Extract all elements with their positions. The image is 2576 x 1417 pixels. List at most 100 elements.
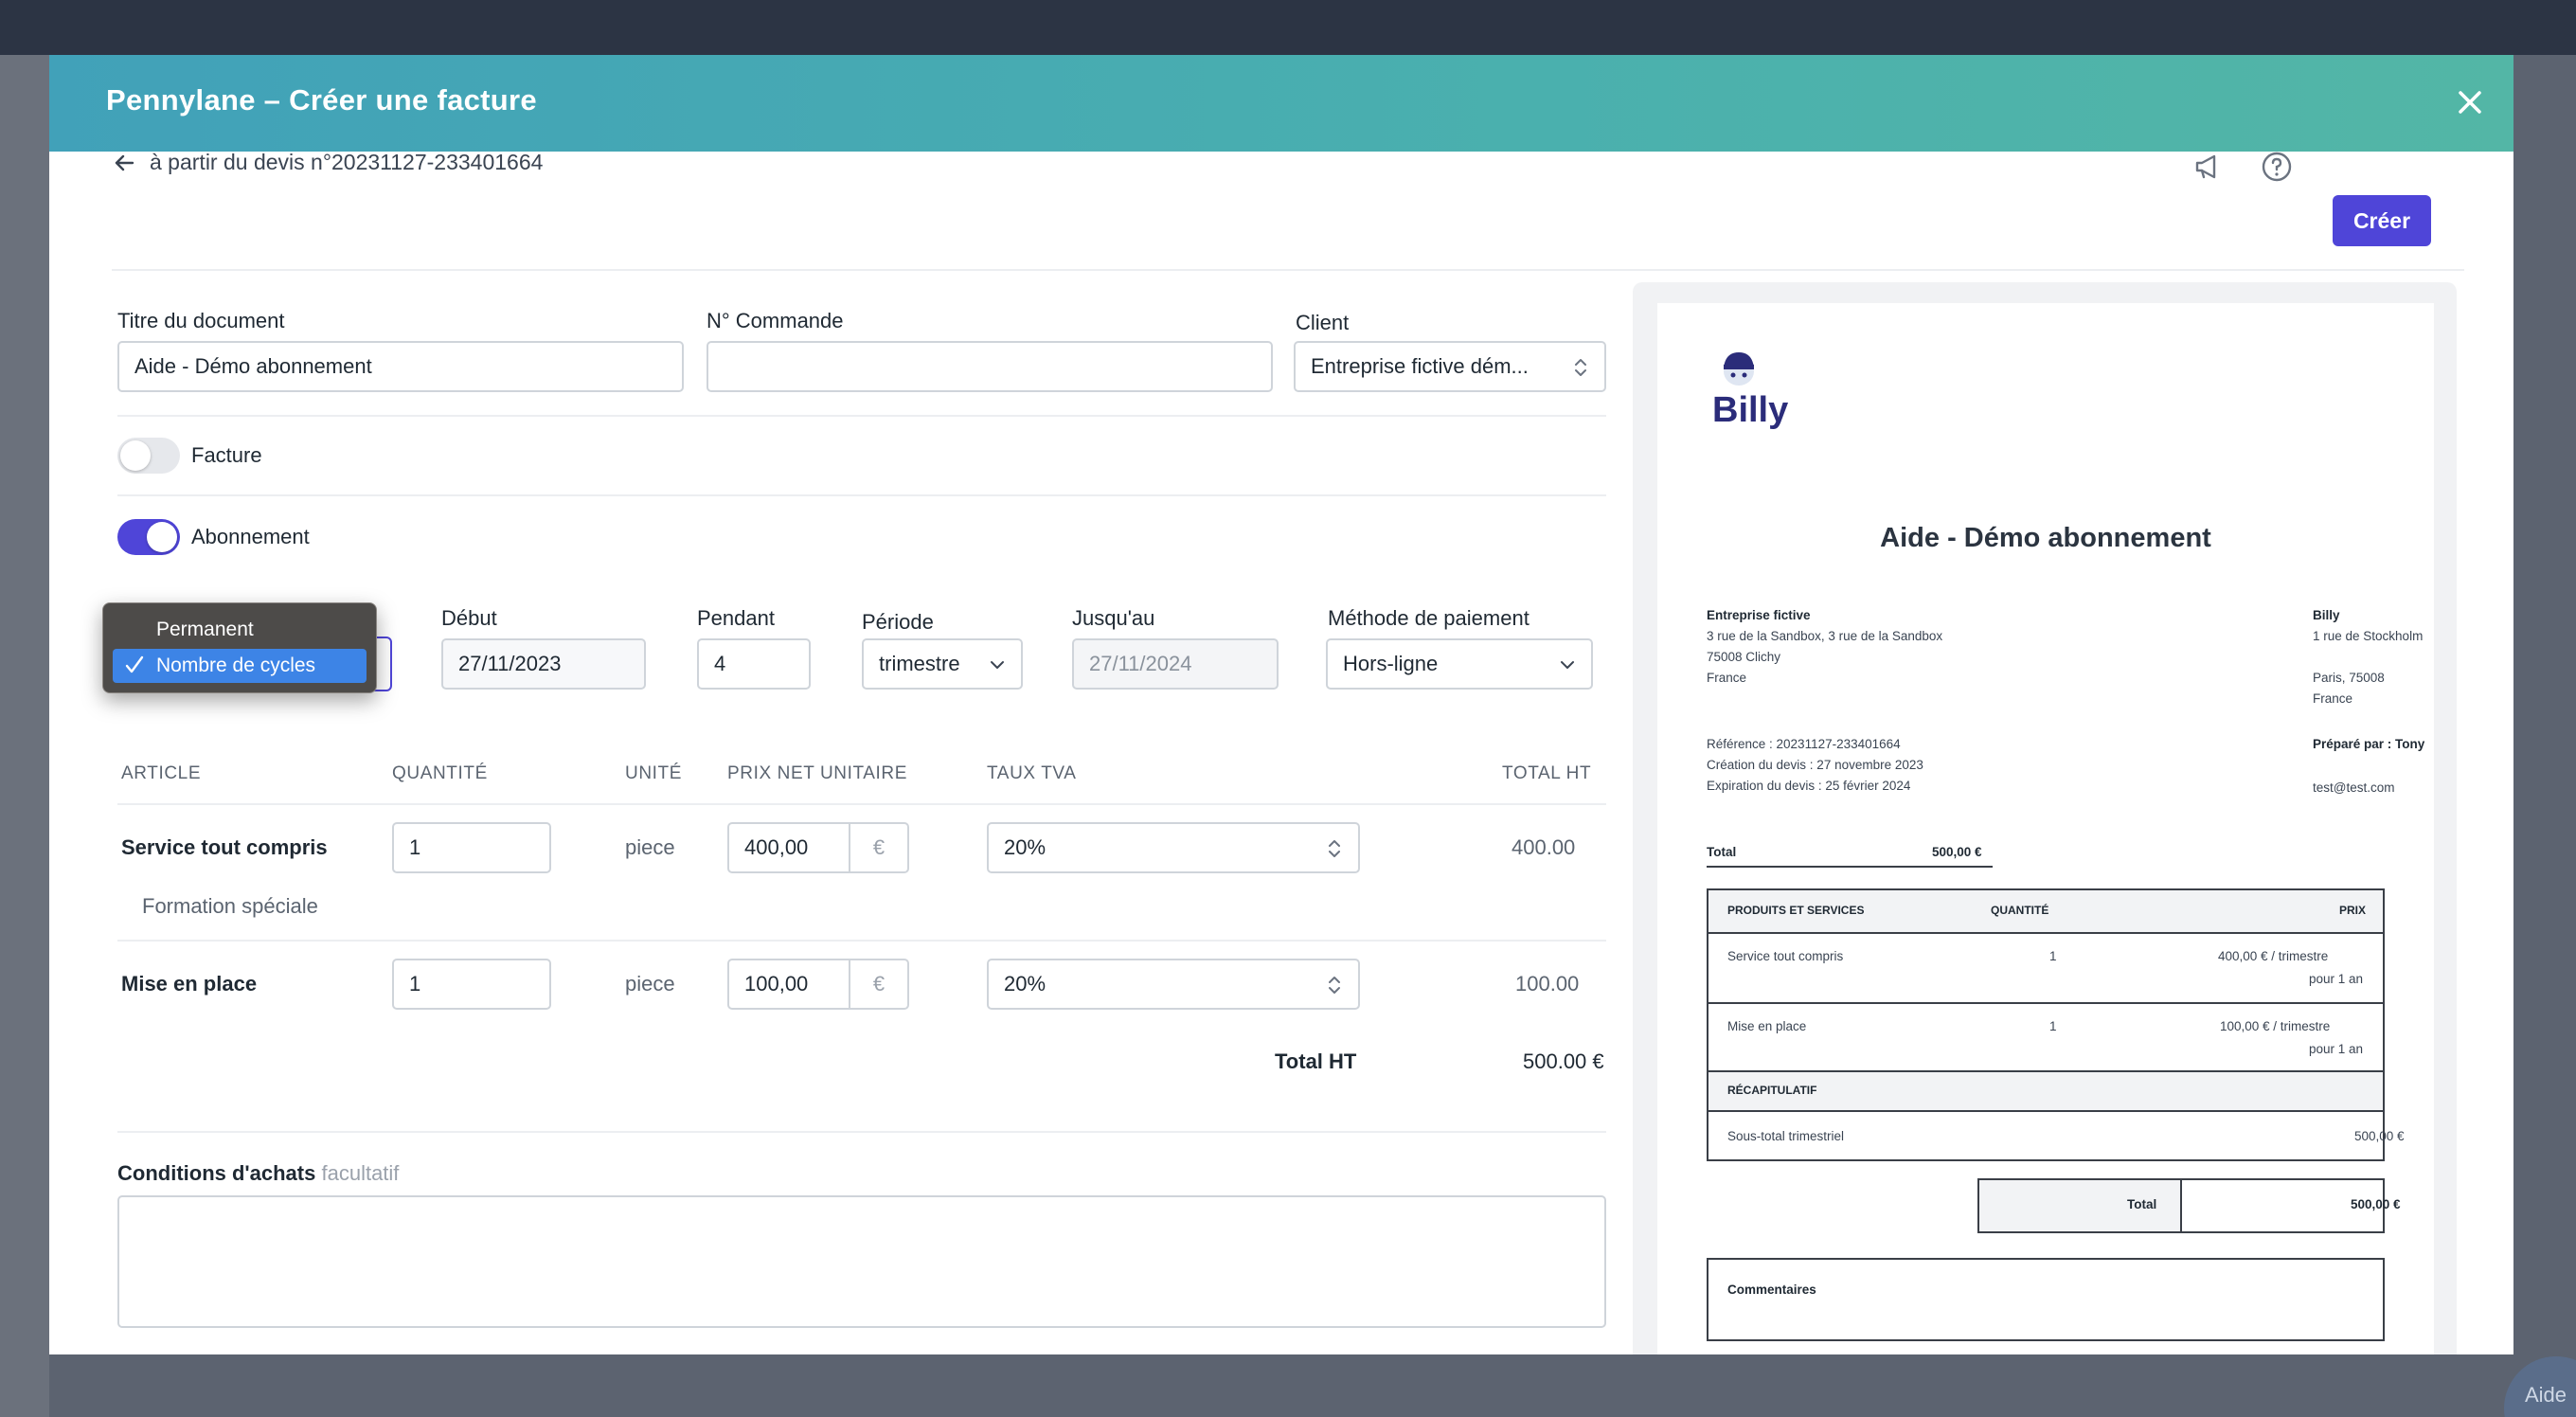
topbar-divider — [112, 269, 2464, 271]
conditions-textarea[interactable] — [117, 1195, 1606, 1328]
preview-table-line — [1707, 1002, 2385, 1004]
client-select[interactable]: Entreprise fictive dém... — [1294, 341, 1606, 392]
preview-total-label: Total — [1707, 845, 1737, 859]
dropdown-option-permanent[interactable]: Permanent — [156, 619, 254, 640]
preview-reference: Référence : 20231127-233401664 — [1707, 737, 1901, 751]
abonnement-toggle[interactable] — [117, 519, 180, 555]
facture-label: Facture — [191, 443, 262, 467]
create-button[interactable]: Créer — [2333, 195, 2431, 246]
preview-row2-duration: pour 1 an — [2309, 1042, 2364, 1056]
preview-table-header-bg — [1707, 888, 2385, 932]
preview-table-line — [1707, 1110, 2385, 1112]
total-ht-value: 500.00 € — [1523, 1049, 1604, 1073]
row1-total: 400.00 — [1512, 835, 1576, 859]
preview-issuer-city: Paris, 75008 — [2313, 671, 2385, 685]
row1-quantite-input[interactable]: 1 — [392, 822, 551, 873]
jusquau-label: Jusqu'au — [1072, 606, 1155, 630]
preview-row2-name: Mise en place — [1727, 1019, 1807, 1033]
invoice-preview: Billy Aide - Démo abonnement Entreprise … — [1657, 303, 2434, 1354]
periode-label: Période — [862, 610, 934, 634]
abonnement-label: Abonnement — [191, 525, 310, 548]
preview-total-underline — [1707, 866, 1993, 868]
preview-grand-total-value: 500,00 € — [2351, 1197, 2401, 1211]
total-ht-label: Total HT — [1275, 1049, 1357, 1073]
back-link-label: à partir du devis n°20231127-233401664 — [150, 150, 544, 174]
col-total: TOTAL HT — [1502, 763, 1592, 783]
row1-article: Service tout compris — [121, 835, 328, 859]
paiement-select-value: Hors-ligne — [1343, 652, 1439, 675]
preview-row1-qty: 1 — [2049, 949, 2057, 963]
checkmark-icon — [125, 655, 144, 673]
titre-label: Titre du document — [117, 309, 285, 332]
row1-tva-value: 20% — [1004, 835, 1046, 859]
billy-logo-icon — [1724, 352, 1754, 386]
preview-col-products: PRODUITS ET SERVICES — [1727, 904, 1865, 917]
preview-row2-price: 100,00 € / trimestre — [2220, 1019, 2331, 1033]
titre-input[interactable]: Aide - Démo abonnement — [117, 341, 684, 392]
preview-recap-bg — [1708, 1072, 2383, 1110]
modal-header: Pennylane – Créer une facture — [49, 55, 2513, 152]
client-select-value: Entreprise fictive dém... — [1311, 354, 1529, 378]
preview-email: test@test.com — [2313, 780, 2395, 795]
preview-grand-total-divider — [2180, 1178, 2182, 1233]
help-circle-icon[interactable] — [2260, 150, 2294, 184]
modal-title: Pennylane – Créer une facture — [106, 83, 537, 117]
preview-col-qty: QUANTITÉ — [1991, 904, 2049, 917]
chevron-down-icon — [991, 661, 1004, 669]
preview-subtotal-value: 500,00 € — [2354, 1129, 2405, 1143]
col-prix: PRIX NET UNITAIRE — [727, 763, 908, 783]
preview-row2-qty: 1 — [2049, 1019, 2057, 1033]
paiement-select[interactable]: Hors-ligne — [1326, 638, 1593, 690]
preview-table-line — [1707, 932, 2385, 934]
backdrop-sidebar — [0, 55, 49, 1417]
periode-select[interactable]: trimestre — [862, 638, 1023, 690]
col-unite: UNITÉ — [625, 763, 682, 783]
col-tva: TAUX TVA — [987, 763, 1077, 783]
dropdown-option-cycles[interactable]: Nombre de cycles — [113, 649, 367, 683]
preview-creation: Création du devis : 27 novembre 2023 — [1707, 758, 1923, 772]
preview-grand-total-bg — [1977, 1178, 2180, 1231]
row1-prix-input[interactable]: 400,00 — [727, 822, 850, 873]
debut-label: Début — [441, 606, 497, 630]
preview-col-price: PRIX — [2339, 904, 2367, 917]
col-article: ARTICLE — [121, 763, 202, 783]
periode-select-value: trimestre — [879, 652, 960, 675]
row2-quantite-input[interactable]: 1 — [392, 959, 551, 1010]
preview-client-address: 3 rue de la Sandbox, 3 rue de la Sandbox — [1707, 629, 1943, 643]
preview-prepared-by: Préparé par : Tony — [2313, 737, 2425, 751]
facture-toggle[interactable] — [117, 438, 180, 474]
row1-unite[interactable]: piece — [625, 835, 675, 859]
row2-tva-value: 20% — [1004, 972, 1046, 995]
paiement-label: Méthode de paiement — [1328, 606, 1530, 630]
select-arrows-icon — [1329, 977, 1340, 994]
megaphone-icon[interactable] — [2191, 150, 2226, 184]
preview-total-value: 500,00 € — [1932, 845, 1982, 859]
back-link[interactable]: à partir du devis n°20231127-233401664 — [112, 150, 543, 175]
row2-article: Mise en place — [121, 972, 258, 995]
preview-row1-name: Service tout compris — [1727, 949, 1844, 963]
preview-issuer-address: 1 rue de Stockholm — [2313, 629, 2424, 643]
row1-tva-select[interactable]: 20% — [987, 822, 1360, 873]
divider — [117, 1131, 1606, 1133]
preview-issuer-name: Billy — [2313, 608, 2340, 622]
col-quantite: QUANTITÉ — [392, 763, 488, 783]
preview-subtotal-label: Sous-total trimestriel — [1727, 1129, 1845, 1143]
row2-prix-input[interactable]: 100,00 — [727, 959, 850, 1010]
billy-logo-text: Billy — [1712, 390, 1789, 430]
conditions-label: Conditions d'achats facultatif — [117, 1161, 400, 1185]
create-invoice-modal: Pennylane – Créer une facture à partir d… — [49, 55, 2513, 1354]
jusquau-input: 27/11/2024 — [1072, 638, 1279, 690]
select-arrows-icon — [1575, 359, 1586, 376]
row2-tva-select[interactable]: 20% — [987, 959, 1360, 1010]
preview-row1-price: 400,00 € / trimestre — [2218, 949, 2329, 963]
debut-input[interactable]: 27/11/2023 — [441, 638, 646, 690]
close-icon[interactable] — [2451, 83, 2489, 121]
row2-total: 100.00 — [1515, 972, 1580, 995]
preview-client-country: France — [1707, 671, 1747, 685]
pendant-input[interactable]: 4 — [697, 638, 811, 690]
preview-comments-label: Commentaires — [1727, 1282, 1816, 1297]
commande-input[interactable] — [707, 341, 1273, 392]
row1-description[interactable]: Formation spéciale — [142, 894, 318, 918]
preview-products-table — [1707, 888, 2385, 1161]
row2-unite[interactable]: piece — [625, 972, 675, 995]
